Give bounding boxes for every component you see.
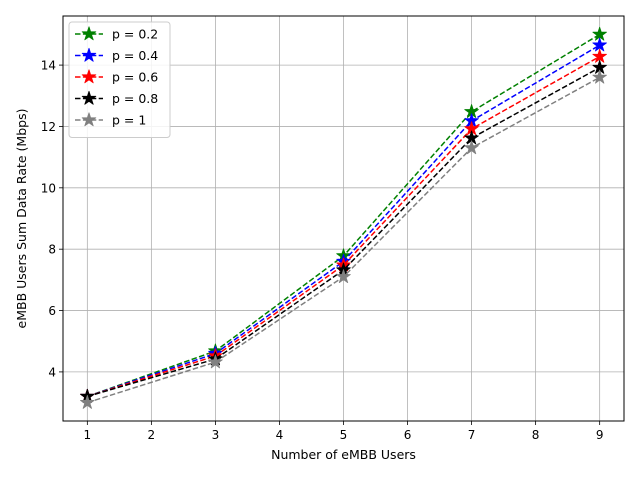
- y-tick-label: 6: [48, 304, 56, 318]
- legend-box: [68, 21, 171, 138]
- x-tick-label: 5: [340, 428, 348, 442]
- x-tick-label: 2: [148, 428, 156, 442]
- legend-marker: [81, 26, 97, 41]
- data-point: [208, 354, 223, 369]
- legend-entry: p = 0.6: [75, 69, 158, 85]
- data-point: [80, 394, 95, 409]
- y-tick-label: 12: [41, 120, 56, 134]
- series-line: [87, 55, 601, 398]
- x-tick-label: 8: [532, 428, 540, 442]
- x-axis-label: Number of eMBB Users: [271, 447, 416, 462]
- legend-entry: p = 0.8: [75, 90, 158, 106]
- y-axis-label: eMBB Users Sum Data Rate (Mbps): [14, 109, 29, 329]
- legend-entry: p = 0.4: [75, 47, 158, 63]
- legend-label: p = 1: [112, 113, 146, 128]
- x-tick-label: 3: [212, 428, 220, 442]
- y-tick-label: 4: [48, 365, 56, 379]
- legend-entry: p = 0.2: [75, 26, 158, 42]
- y-tick-label: 8: [48, 243, 56, 257]
- legend-label: p = 0.4: [112, 48, 158, 63]
- data-point: [336, 269, 351, 284]
- legend-label: p = 0.2: [112, 27, 158, 42]
- x-tick-label: 7: [468, 428, 476, 442]
- legend-marker: [81, 90, 97, 105]
- x-tick-label: 6: [404, 428, 412, 442]
- x-tick-label: 9: [596, 428, 604, 442]
- y-tick-label: 14: [41, 59, 56, 73]
- data-point: [592, 69, 607, 84]
- data-point: [592, 26, 607, 41]
- series-4: [80, 69, 607, 409]
- legend-label: p = 0.8: [112, 91, 158, 106]
- legend: p = 0.2 p = 0.4 p = 0.6 p = 0.8 p = 1: [68, 21, 171, 138]
- data-point: [592, 48, 607, 63]
- legend-marker: [81, 112, 97, 127]
- legend-marker: [81, 69, 97, 84]
- legend-marker: [81, 47, 97, 62]
- legend-entry: p = 1: [75, 112, 146, 128]
- data-point: [592, 37, 607, 52]
- data-point: [464, 140, 479, 155]
- x-tick-label: 4: [276, 428, 284, 442]
- series-layer: [80, 26, 607, 409]
- grid: [63, 16, 624, 421]
- legend-label: p = 0.6: [112, 70, 158, 85]
- y-tick-label: 10: [41, 181, 56, 195]
- x-tick-label: 1: [84, 428, 92, 442]
